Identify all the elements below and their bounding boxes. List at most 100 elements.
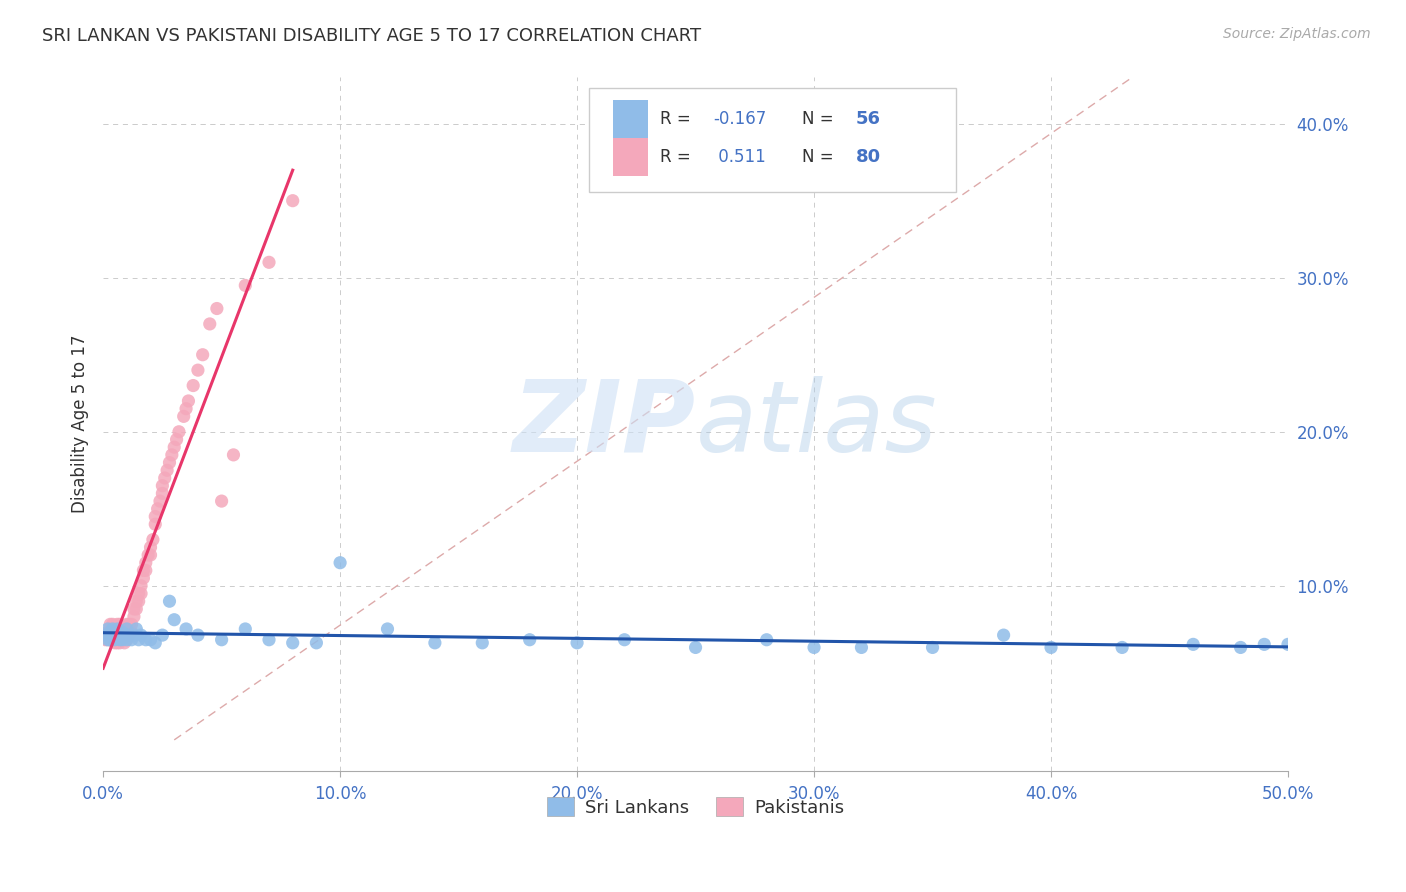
FancyBboxPatch shape — [613, 138, 648, 177]
Point — [104, 628, 127, 642]
Point — [97, 632, 120, 647]
Point — [101, 617, 124, 632]
Point — [108, 628, 131, 642]
Point — [1182, 637, 1205, 651]
Point — [143, 517, 166, 532]
Point — [125, 594, 148, 608]
Point — [143, 509, 166, 524]
Point — [118, 617, 141, 632]
Point — [104, 622, 127, 636]
Point — [97, 628, 120, 642]
Point — [105, 628, 128, 642]
Text: -0.167: -0.167 — [713, 110, 766, 128]
Point — [97, 632, 120, 647]
Point — [105, 632, 128, 647]
Point — [115, 617, 138, 632]
Point — [108, 617, 131, 632]
Point — [205, 301, 228, 316]
Point — [135, 632, 157, 647]
Point — [98, 617, 121, 632]
Text: R =: R = — [659, 148, 696, 166]
Text: 80: 80 — [855, 148, 880, 166]
Point — [128, 632, 150, 647]
Point — [166, 433, 188, 447]
Point — [329, 556, 352, 570]
Point — [98, 632, 121, 647]
Text: R =: R = — [659, 110, 696, 128]
Point — [128, 594, 150, 608]
Point — [1277, 637, 1299, 651]
Point — [98, 625, 121, 640]
Point — [305, 636, 328, 650]
Point — [1229, 640, 1251, 655]
Point — [115, 622, 138, 636]
Text: N =: N = — [803, 148, 839, 166]
Point — [163, 613, 186, 627]
Point — [755, 632, 778, 647]
Point — [851, 640, 873, 655]
Point — [377, 622, 399, 636]
Text: ZIP: ZIP — [513, 376, 696, 473]
Point — [257, 632, 280, 647]
Point — [101, 632, 124, 647]
Point — [159, 456, 181, 470]
Point — [519, 632, 541, 647]
Point — [993, 628, 1015, 642]
Point — [136, 548, 159, 562]
Text: 0.511: 0.511 — [713, 148, 766, 166]
Point — [139, 548, 162, 562]
Point — [191, 348, 214, 362]
Point — [174, 401, 197, 416]
Point — [153, 471, 176, 485]
Point — [94, 628, 117, 642]
Point — [111, 622, 134, 636]
Point — [94, 628, 117, 642]
Point — [128, 586, 150, 600]
FancyBboxPatch shape — [589, 87, 956, 192]
Point — [281, 636, 304, 650]
Point — [98, 628, 121, 642]
Point — [198, 317, 221, 331]
Point — [105, 622, 128, 636]
Point — [211, 632, 233, 647]
Point — [104, 625, 127, 640]
Text: Source: ZipAtlas.com: Source: ZipAtlas.com — [1223, 27, 1371, 41]
Point — [125, 622, 148, 636]
Point — [105, 617, 128, 632]
Point — [104, 632, 127, 647]
Point — [1111, 640, 1133, 655]
Point — [101, 628, 124, 642]
Point — [1253, 637, 1275, 651]
Point — [129, 628, 152, 642]
Point — [921, 640, 943, 655]
Point — [121, 625, 143, 640]
Point — [423, 636, 446, 650]
Point — [146, 501, 169, 516]
Point — [115, 625, 138, 640]
Point — [211, 494, 233, 508]
Point — [122, 628, 145, 642]
Point — [132, 571, 155, 585]
Point — [108, 625, 131, 640]
Point — [159, 594, 181, 608]
Point — [143, 636, 166, 650]
Point — [108, 632, 131, 647]
Text: N =: N = — [803, 110, 839, 128]
Point — [101, 622, 124, 636]
Point — [105, 625, 128, 640]
Point — [114, 628, 136, 642]
Point — [803, 640, 825, 655]
FancyBboxPatch shape — [613, 100, 648, 138]
Point — [98, 622, 121, 636]
Point — [118, 628, 141, 642]
Point — [101, 628, 124, 642]
Point — [111, 632, 134, 647]
Point — [129, 586, 152, 600]
Point — [97, 625, 120, 640]
Point — [115, 632, 138, 647]
Point — [104, 632, 127, 647]
Point — [105, 636, 128, 650]
Point — [104, 636, 127, 650]
Point — [222, 448, 245, 462]
Point — [115, 632, 138, 647]
